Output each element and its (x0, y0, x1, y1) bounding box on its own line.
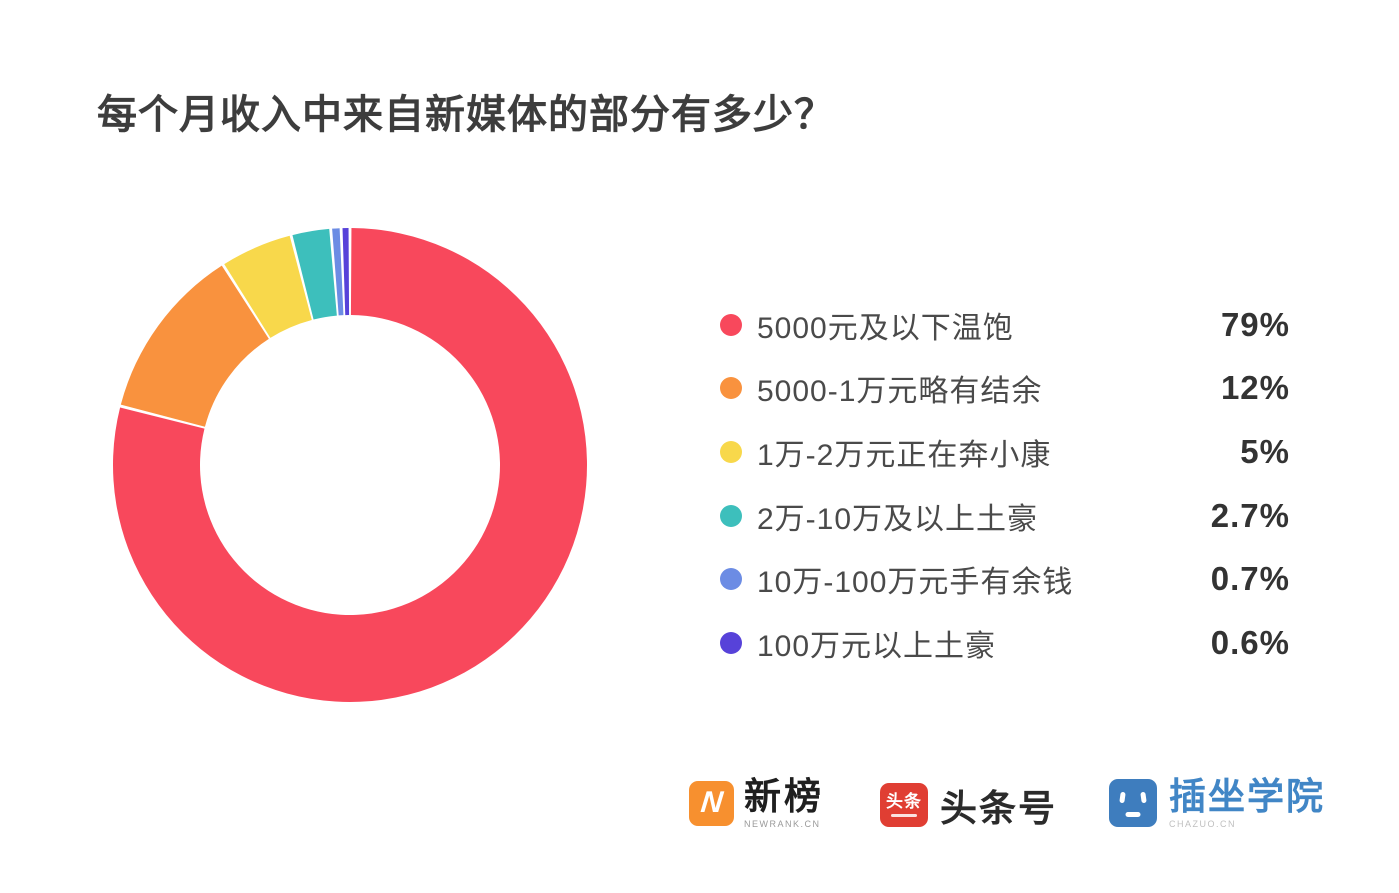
chazuo-face-icon (1109, 779, 1157, 828)
legend-value: 5% (1240, 432, 1290, 470)
chart-legend: 5000元及以下温饱 79% 5000-1万元略有结余 12% 1万-2万元正在奔小康 5… (720, 293, 1290, 675)
donut-slice-2 (224, 235, 312, 338)
legend-label: 100万元以上土豪 (757, 629, 997, 663)
legend-item-3: 2万-10万及以上土豪 2.7% (720, 484, 1290, 548)
donut-slice-5 (342, 228, 350, 316)
newrank-name: 新榜 (744, 776, 824, 817)
donut-chart-svg (113, 228, 588, 702)
toutiao-name: 头条号 (940, 788, 1057, 829)
legend-dot (720, 504, 742, 527)
toutiao-icon-underline (891, 814, 917, 817)
chazuo-subtitle: CHAZUO.CN (1169, 818, 1236, 829)
legend-dot (720, 313, 742, 336)
legend-item-1: 5000-1万元略有结余 12% (720, 357, 1290, 421)
legend-item-5: 100万元以上土豪 0.6% (720, 611, 1290, 675)
donut-slice-3 (292, 228, 337, 320)
chart-title: 每个月收入中来自新媒体的部分有多少？ (97, 93, 835, 137)
legend-dot (720, 440, 742, 463)
toutiao-icon-text: 头条 (886, 792, 922, 811)
legend-value: 79% (1220, 305, 1290, 343)
donut-chart (113, 228, 588, 702)
toutiao-icon: 头条 (880, 783, 928, 827)
donut-slice-0 (113, 228, 588, 702)
legend-label: 10万-100万元手有余钱 (757, 566, 1074, 600)
newrank-icon: N (689, 780, 734, 826)
legend-value: 12% (1220, 369, 1290, 407)
legend-value: 0.7% (1210, 560, 1290, 598)
legend-label: 1万-2万元正在奔小康 (757, 438, 1052, 472)
donut-slice-1 (120, 265, 269, 427)
toutiao-logo: 头条 头条号 (880, 778, 1057, 832)
legend-label: 5000元及以下温饱 (757, 311, 1014, 345)
legend-value: 0.6% (1210, 623, 1290, 661)
newrank-logo: N 新榜 NEWRANK.CN (689, 776, 824, 829)
legend-dot (720, 377, 742, 400)
chazuo-mouth (1125, 812, 1141, 818)
chazuo-logo: 插坐学院 CHAZUO.CN (1109, 776, 1325, 829)
legend-dot (720, 631, 742, 654)
footer-logos: N 新榜 NEWRANK.CN 头条 头条号 插坐学院 (689, 776, 1325, 832)
chazuo-eye-right (1140, 792, 1147, 804)
donut-slice-4 (332, 228, 344, 316)
legend-item-0: 5000元及以下温饱 79% (720, 293, 1290, 357)
legend-label: 5000-1万元略有结余 (757, 375, 1043, 409)
chazuo-name: 插坐学院 (1169, 776, 1325, 817)
legend-value: 2.7% (1210, 496, 1290, 534)
legend-item-2: 1万-2万元正在奔小康 5% (720, 420, 1290, 484)
legend-dot (720, 568, 742, 591)
newrank-icon-letter: N (698, 786, 725, 820)
newrank-subtitle: NEWRANK.CN (744, 818, 821, 829)
chazuo-eye-left (1119, 792, 1126, 804)
legend-label: 2万-10万及以上土豪 (757, 502, 1039, 536)
legend-item-4: 10万-100万元手有余钱 0.7% (720, 547, 1290, 611)
